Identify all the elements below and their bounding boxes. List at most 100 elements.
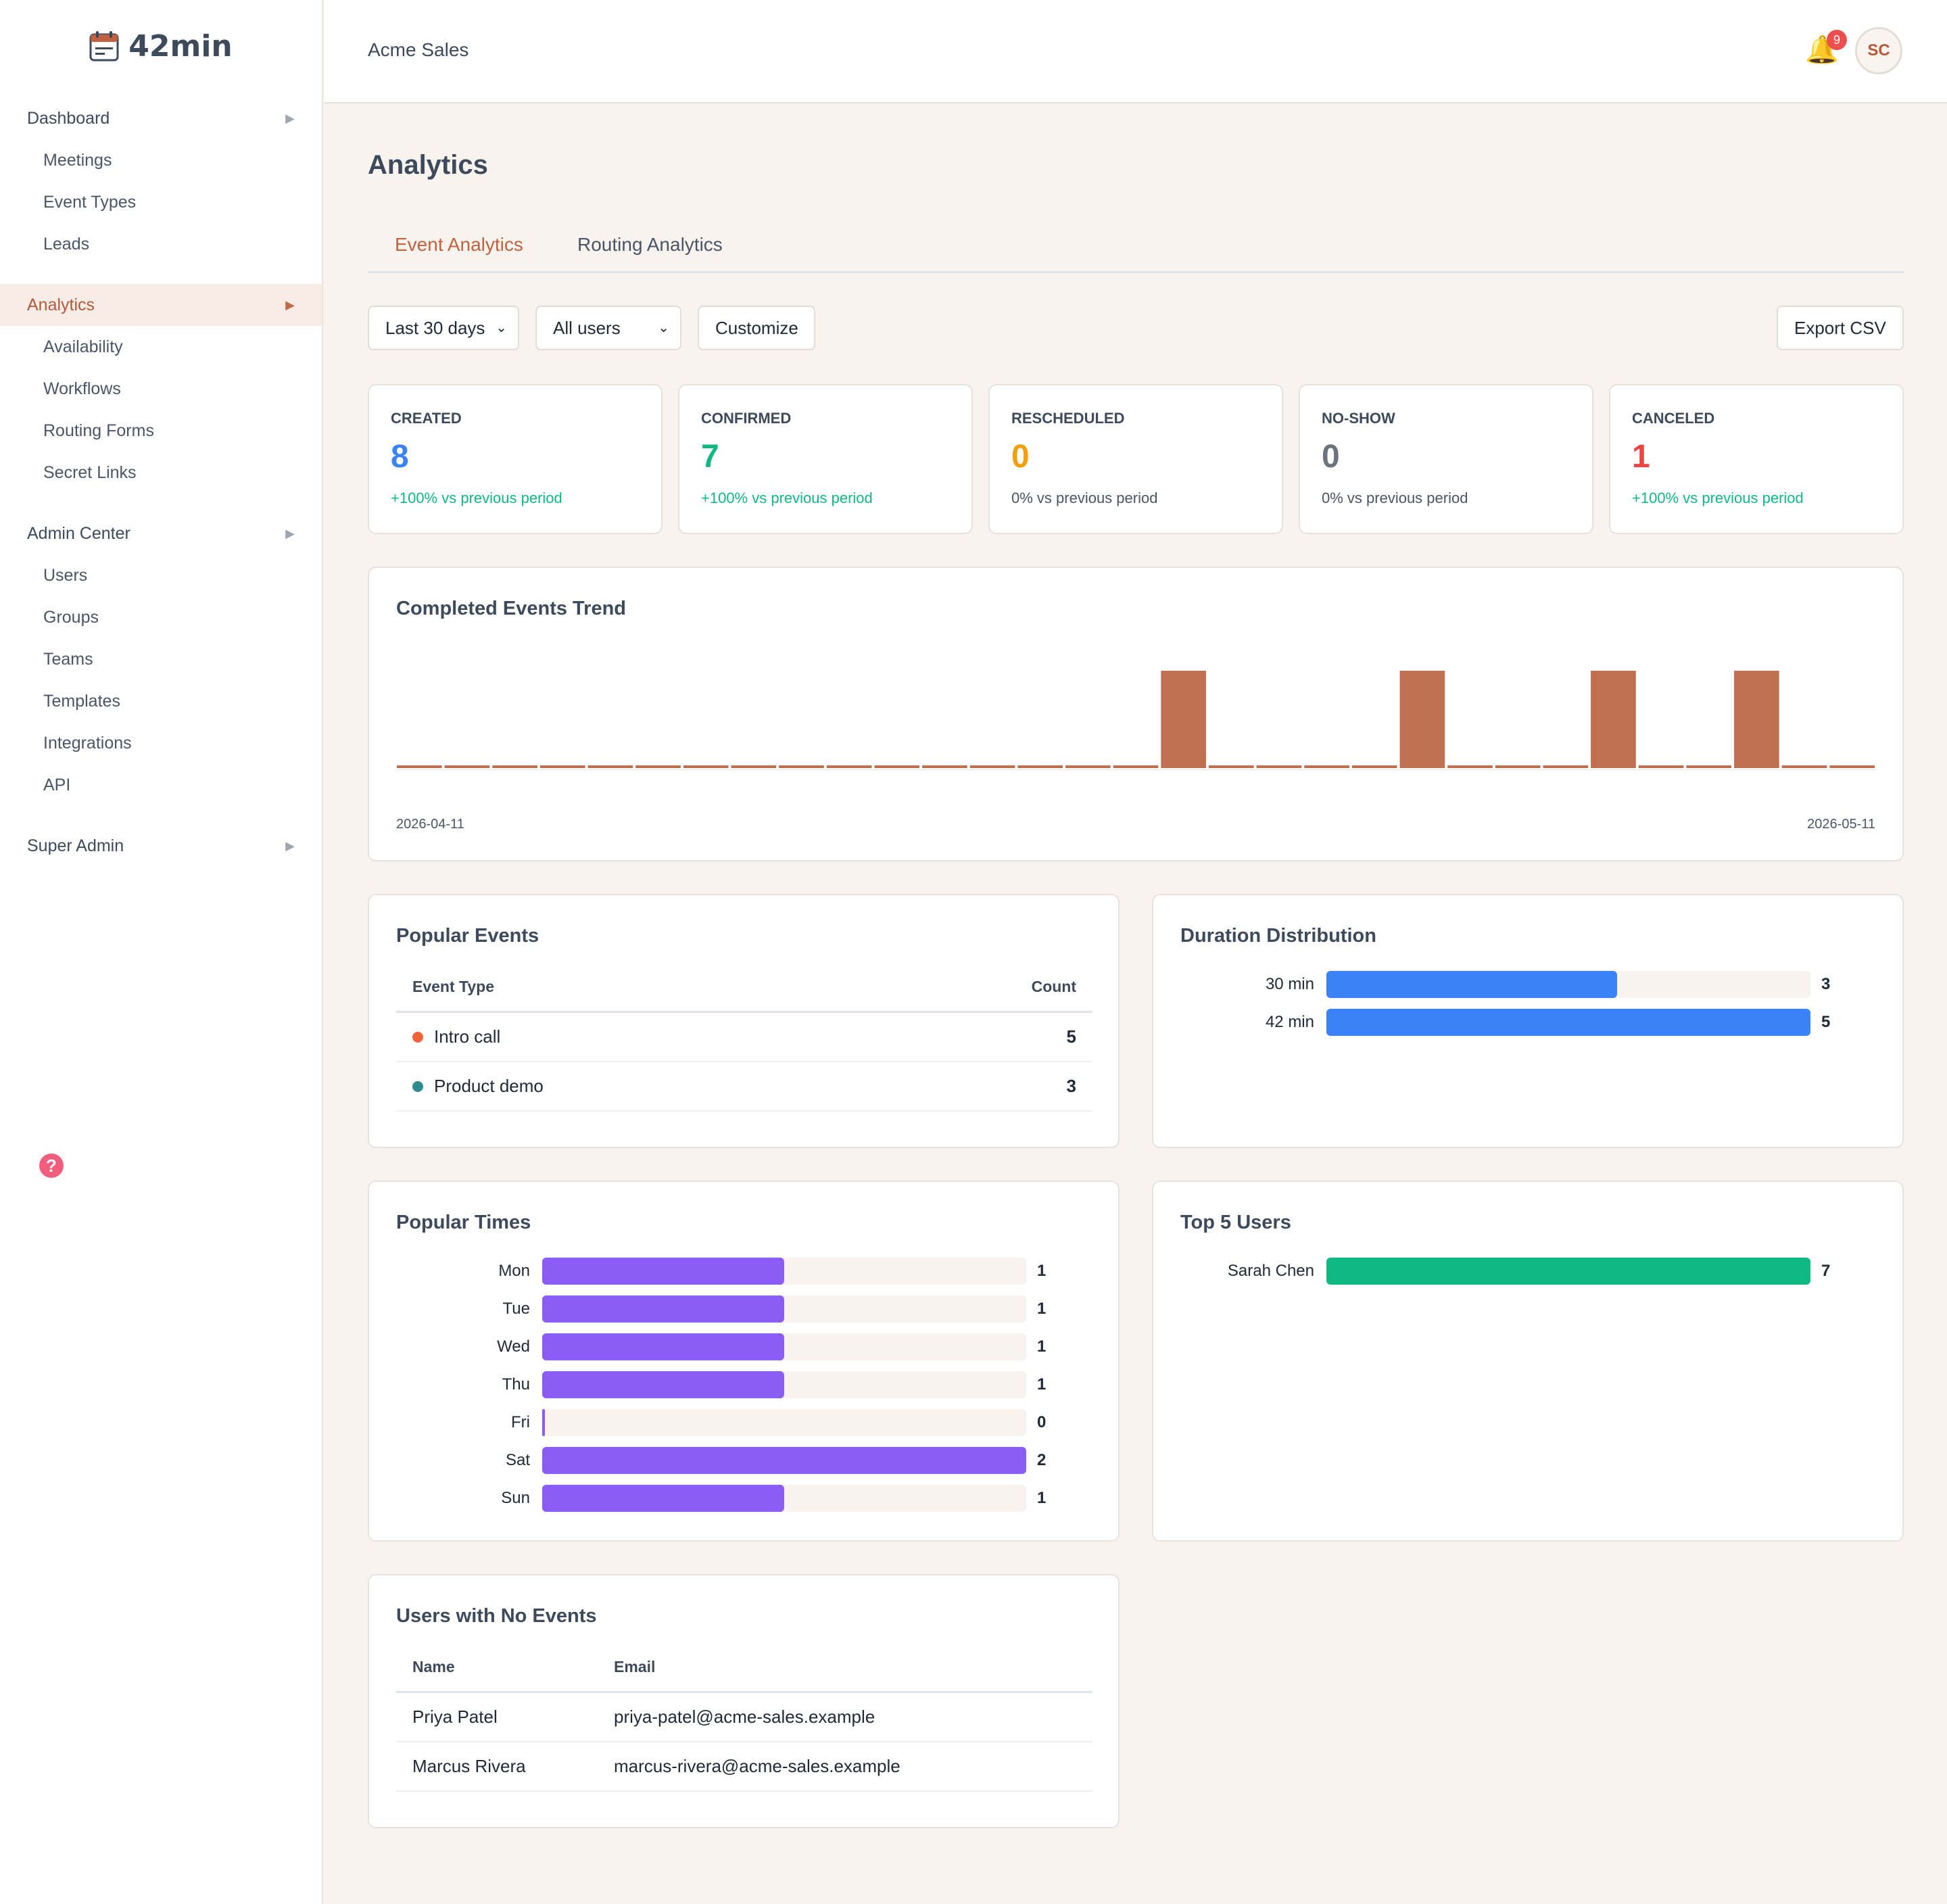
- sidebar-item-routing-forms[interactable]: Routing Forms: [0, 410, 322, 452]
- bar-fill[interactable]: [542, 1485, 784, 1512]
- table-row[interactable]: Priya Patel priya-patel@acme-sales.exampl…: [396, 1693, 1092, 1742]
- bar-label: Wed: [497, 1337, 530, 1356]
- trend-bar[interactable]: [969, 765, 1015, 768]
- kpi-value: 0: [1011, 439, 1030, 475]
- bar-value: 7: [1821, 1262, 1831, 1280]
- trend-bar[interactable]: [922, 765, 967, 768]
- bar-fill[interactable]: [542, 1409, 545, 1436]
- tab-event-analytics[interactable]: Event Analytics: [395, 234, 523, 255]
- trend-bar[interactable]: [874, 765, 920, 768]
- user-name: Marcus Rivera: [412, 1756, 526, 1776]
- sidebar-item-secret-links[interactable]: Secret Links: [0, 452, 322, 494]
- x-axis-start-label: 2026-04-11: [396, 817, 464, 832]
- bar-fill[interactable]: [1326, 1009, 1810, 1036]
- logo[interactable]: 42min: [0, 0, 322, 92]
- chevron-down-icon: ⌄: [496, 320, 507, 335]
- sidebar-item-availability[interactable]: Availability: [0, 326, 322, 368]
- sidebar-item-admin-center[interactable]: Admin Center ▶: [0, 513, 322, 554]
- logo-text: 42min: [128, 28, 233, 64]
- trend-bar[interactable]: [1351, 765, 1397, 768]
- trend-bar[interactable]: [587, 765, 633, 768]
- trend-bar[interactable]: [444, 765, 490, 768]
- trend-bar[interactable]: [1017, 765, 1063, 768]
- sidebar-item-templates[interactable]: Templates: [0, 680, 322, 722]
- trend-bar[interactable]: [779, 765, 824, 768]
- bar-label: Sun: [501, 1489, 530, 1507]
- avatar[interactable]: SC: [1855, 27, 1902, 74]
- trend-bar[interactable]: [683, 765, 729, 768]
- trend-bar[interactable]: [635, 765, 681, 768]
- org-name: Acme Sales: [368, 39, 469, 60]
- sidebar-item-integrations[interactable]: Integrations: [0, 722, 322, 764]
- users-select[interactable]: All users ⌄: [535, 306, 681, 350]
- bar-value: 1: [1037, 1300, 1047, 1318]
- bar-label: Thu: [502, 1375, 530, 1394]
- trend-chart: [396, 671, 1877, 770]
- trend-bar[interactable]: [1829, 765, 1875, 768]
- trend-bar[interactable]: [1686, 765, 1732, 768]
- sidebar-item-users[interactable]: Users: [0, 554, 322, 596]
- trend-bar[interactable]: [1304, 765, 1349, 768]
- trend-bar[interactable]: [731, 765, 777, 768]
- kpi-card-confirmed: CONFIRMED 7 +100% vs previous period: [678, 384, 973, 534]
- bar-fill[interactable]: [1326, 1258, 1810, 1285]
- trend-bar[interactable]: [1781, 765, 1827, 768]
- col-name: Name: [412, 1658, 455, 1675]
- trend-bar[interactable]: [1638, 765, 1684, 768]
- event-count: 3: [1066, 1076, 1076, 1096]
- trend-bar[interactable]: [397, 765, 442, 768]
- sidebar-item-label: Availability: [43, 337, 123, 356]
- trend-bar[interactable]: [1399, 671, 1445, 768]
- trend-bar[interactable]: [1591, 671, 1636, 768]
- trend-bar[interactable]: [1065, 765, 1111, 768]
- bar-fill[interactable]: [542, 1447, 1026, 1474]
- kpi-change: 0% vs previous period: [1011, 490, 1158, 506]
- sidebar-item-meetings[interactable]: Meetings: [0, 139, 322, 181]
- kpi-label: CANCELED: [1632, 410, 1715, 427]
- sidebar-item-label: Workflows: [43, 379, 121, 398]
- sidebar-item-super-admin[interactable]: Super Admin ▶: [0, 825, 322, 867]
- sidebar-item-groups[interactable]: Groups: [0, 596, 322, 638]
- kpi-label: CONFIRMED: [701, 410, 792, 427]
- bar-row: Wed 1: [369, 1333, 1118, 1360]
- bar-fill[interactable]: [542, 1295, 784, 1323]
- table-row[interactable]: Intro call 5: [396, 1013, 1092, 1062]
- table-row[interactable]: Product demo 3: [396, 1062, 1092, 1112]
- bar-value: 0: [1037, 1413, 1047, 1431]
- sidebar-item-teams[interactable]: Teams: [0, 638, 322, 680]
- date-range-select[interactable]: Last 30 days ⌄: [368, 306, 519, 350]
- sidebar: 42min Dashboard ▶ Meetings Event Types Leads…: [0, 0, 323, 1904]
- trend-bar[interactable]: [1543, 765, 1589, 768]
- trend-bar[interactable]: [492, 765, 537, 768]
- trend-bar[interactable]: [1161, 671, 1206, 768]
- trend-bar[interactable]: [1113, 765, 1159, 768]
- table-row[interactable]: Marcus Rivera marcus-rivera@acme-sales.ex…: [396, 1742, 1092, 1792]
- bar-fill[interactable]: [542, 1258, 784, 1285]
- trend-bar[interactable]: [1256, 765, 1302, 768]
- sidebar-item-label: Users: [43, 565, 88, 585]
- duration-title: Duration Distribution: [1180, 925, 1376, 947]
- trend-bar[interactable]: [1447, 765, 1493, 768]
- trend-bar[interactable]: [1208, 765, 1254, 768]
- sidebar-item-dashboard[interactable]: Dashboard ▶: [0, 97, 322, 139]
- sidebar-item-label: Super Admin: [27, 836, 124, 855]
- customize-button[interactable]: Customize: [698, 306, 815, 350]
- sidebar-item-workflows[interactable]: Workflows: [0, 368, 322, 410]
- tab-routing-analytics[interactable]: Routing Analytics: [577, 234, 723, 255]
- kpi-label: RESCHEDULED: [1011, 410, 1125, 427]
- sidebar-item-leads[interactable]: Leads: [0, 223, 322, 265]
- sidebar-item-analytics[interactable]: Analytics ▶: [0, 284, 322, 326]
- sidebar-item-api[interactable]: API: [0, 764, 322, 806]
- bar-fill[interactable]: [1326, 971, 1617, 998]
- bar-fill[interactable]: [542, 1333, 784, 1360]
- trend-bar[interactable]: [1734, 671, 1779, 768]
- sidebar-item-label: API: [43, 775, 71, 794]
- trend-bar[interactable]: [1495, 765, 1541, 768]
- users-select-value: All users: [553, 317, 621, 338]
- sidebar-item-event-types[interactable]: Event Types: [0, 181, 322, 223]
- export-csv-button[interactable]: Export CSV: [1777, 306, 1904, 350]
- help-icon[interactable]: ?: [39, 1153, 64, 1178]
- trend-bar[interactable]: [826, 765, 872, 768]
- trend-bar[interactable]: [539, 765, 585, 768]
- bar-fill[interactable]: [542, 1371, 784, 1398]
